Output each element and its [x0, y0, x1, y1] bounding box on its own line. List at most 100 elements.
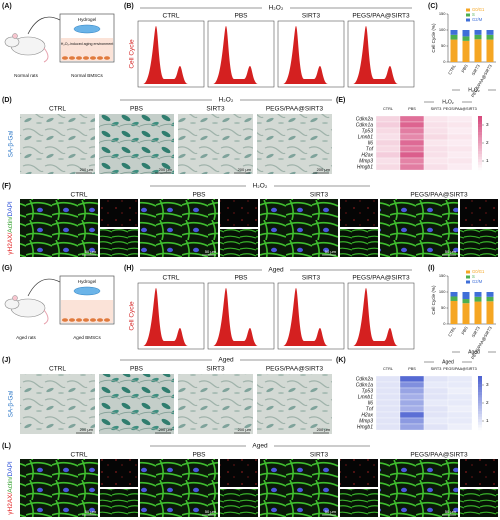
- cell: [69, 318, 75, 322]
- actin-image: [220, 229, 258, 257]
- group-label: H₂O₂: [442, 99, 453, 105]
- panel-label: (I): [428, 265, 435, 272]
- legend-label: G0/G1: [472, 269, 485, 274]
- y-axis-label: Cell Cycle: [129, 301, 136, 331]
- bar-segment: [462, 30, 470, 37]
- legend-swatch: [466, 270, 470, 274]
- colorbar-step: [478, 151, 482, 154]
- heatmap-cell: [447, 387, 473, 395]
- cell: [90, 318, 96, 322]
- colorbar-step: [478, 161, 482, 165]
- panel-label: (G): [2, 265, 12, 272]
- heatmap-cell: [375, 139, 401, 147]
- heatmap-cell: [375, 157, 401, 165]
- column-label: SIRT3: [302, 275, 321, 282]
- column-label: PEGS/PAA@SIRT3: [443, 367, 476, 371]
- histogram-shape: [353, 288, 398, 346]
- heatmap-cell: [423, 411, 449, 419]
- heatmap-cell: [399, 133, 425, 141]
- bar-segment: [450, 34, 458, 40]
- y-tick-label: 50: [441, 305, 446, 310]
- medium: [61, 38, 113, 61]
- heatmap-cell: [423, 423, 449, 431]
- h2ax-image: [100, 459, 138, 487]
- colorbar-step: [478, 143, 482, 146]
- scale-label: 50 μm: [445, 509, 457, 514]
- row-label: H2ax: [361, 152, 373, 158]
- histogram-shape: [213, 288, 258, 346]
- bar-segment: [474, 34, 482, 40]
- heatmap-cell: [423, 387, 449, 395]
- y-axis-label-part: DAPI: [7, 461, 14, 476]
- histogram-frame: [207, 282, 275, 350]
- group-label: H₂O₂: [253, 183, 268, 190]
- heatmap-cell: [375, 121, 401, 129]
- heatmap-cell: [423, 417, 449, 425]
- micrograph: [178, 374, 253, 434]
- histogram-shape: [143, 26, 188, 84]
- heatmap-cell: [447, 411, 473, 419]
- heatmap-cell: [447, 157, 473, 165]
- actin-image: [460, 229, 498, 257]
- heatmap-cell: [447, 375, 473, 383]
- y-axis-label: Cell Cycle (%): [431, 23, 436, 53]
- merged-image: [20, 459, 98, 517]
- column-label: CTRL: [163, 13, 180, 20]
- colorbar-step: [478, 159, 482, 163]
- row-label: Cdkn2a: [356, 376, 373, 382]
- y-tick-label: 150: [439, 273, 446, 278]
- bar-segment: [450, 296, 458, 301]
- group-label: Aged: [468, 349, 480, 355]
- heatmap-cell: [399, 157, 425, 165]
- y-tick-label: 100: [439, 27, 446, 32]
- bar-segment: [474, 292, 482, 297]
- cell: [97, 318, 103, 322]
- histogram-shape: [143, 288, 188, 346]
- scale-label: 200 μm: [80, 427, 94, 432]
- panel-label: (L): [2, 443, 11, 450]
- colorbar-step: [478, 400, 482, 404]
- histogram-frame: [137, 20, 205, 88]
- y-tick-label: 150: [439, 11, 446, 16]
- colorbar-step: [478, 427, 482, 431]
- colorbar-step: [478, 378, 482, 382]
- heatmap-cell: [423, 121, 449, 129]
- histogram-shape: [283, 26, 328, 84]
- merged-image: [380, 459, 458, 517]
- histogram-frame: [277, 282, 345, 350]
- column-label: SIRT3: [310, 192, 329, 199]
- column-label: CTRL: [71, 452, 88, 459]
- colorbar-step: [478, 389, 482, 393]
- histogram-shape: [283, 288, 328, 346]
- x-tick-label: CTRL: [447, 63, 457, 76]
- heatmap-cell: [375, 133, 401, 141]
- colorbar-step: [478, 397, 482, 401]
- panel-label: (A): [2, 3, 12, 10]
- bar-segment: [462, 40, 470, 62]
- cell: [104, 56, 110, 60]
- column-label: PBS: [192, 192, 206, 199]
- colorbar-step: [478, 403, 482, 406]
- heatmap-cell: [423, 127, 449, 135]
- scale-label: 200 μm: [80, 167, 94, 172]
- heatmap-cell: [399, 423, 425, 431]
- cells-label: Aged BMSCs: [73, 335, 101, 340]
- actin-image: [220, 489, 258, 517]
- bar-segment: [474, 39, 482, 62]
- heatmap-cell: [399, 121, 425, 129]
- colorbar-step: [478, 156, 482, 160]
- cell: [69, 56, 75, 60]
- heatmap-cell: [447, 381, 473, 389]
- colorbar-step: [478, 148, 482, 152]
- scale-label: 50 μm: [85, 509, 97, 514]
- bar-segment: [486, 296, 494, 302]
- colorbar-step: [478, 145, 482, 149]
- column-label: CTRL: [383, 107, 393, 111]
- heatmap-cell: [447, 163, 473, 171]
- scale-label: 200 μm: [238, 167, 252, 172]
- row-label: Cdkn1a: [356, 122, 373, 128]
- bar-segment: [474, 30, 482, 35]
- panel-label: (E): [336, 97, 345, 104]
- y-axis-label: Cell Cycle: [129, 39, 136, 69]
- scale-label: 50 μm: [205, 509, 217, 514]
